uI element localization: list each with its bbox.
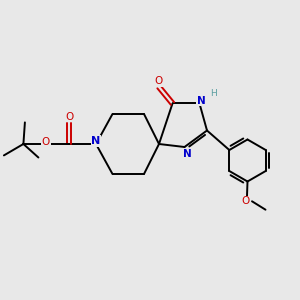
- Text: O: O: [42, 137, 50, 147]
- Text: N: N: [92, 136, 100, 146]
- Text: H: H: [210, 88, 216, 98]
- Text: N: N: [196, 95, 206, 106]
- Text: O: O: [65, 112, 73, 122]
- Text: O: O: [154, 76, 163, 86]
- Text: O: O: [241, 196, 249, 206]
- Text: N: N: [182, 149, 191, 160]
